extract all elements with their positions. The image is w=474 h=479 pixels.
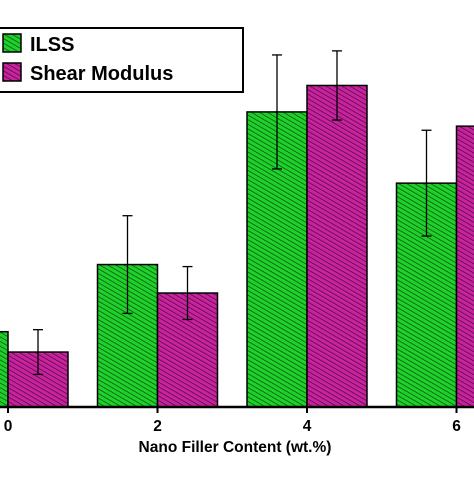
legend-label-ilss: ILSS [30, 34, 74, 56]
x-tick-label-2: 2 [153, 418, 162, 435]
legend: ILSS Shear Modulus [0, 28, 243, 92]
legend-swatch-ilss [3, 34, 21, 52]
legend-label-shear-modulus: Shear Modulus [30, 63, 173, 85]
bars [0, 85, 474, 407]
x-tick-label-6: 6 [452, 418, 461, 435]
x-tick-label-0: 0 [4, 418, 13, 435]
x-tick-label-4: 4 [303, 418, 312, 435]
bar-shear-modulus-4 [307, 85, 367, 407]
bar-ilss-0 [0, 332, 8, 407]
bar-shear-modulus-6 [457, 126, 474, 407]
x-ticks: 0 2 4 6 [4, 407, 462, 435]
legend-swatch-shear-modulus [3, 63, 21, 81]
x-axis-label: Nano Filler Content (wt.%) [139, 439, 332, 456]
